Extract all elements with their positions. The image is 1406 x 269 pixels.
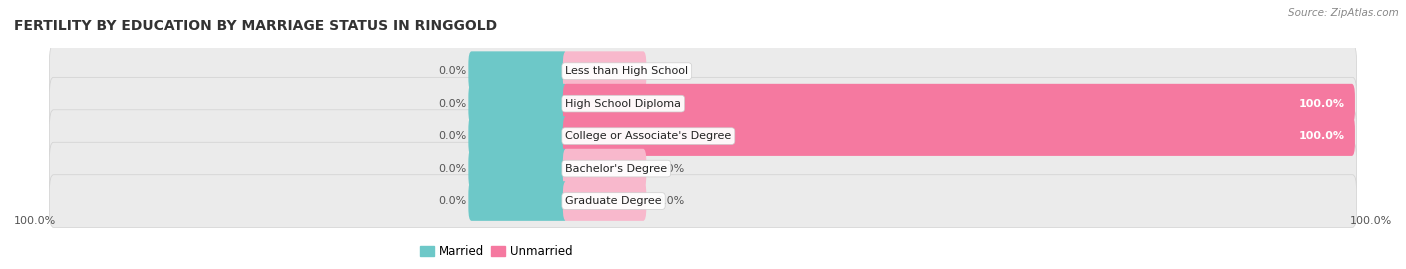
Text: 100.0%: 100.0% [1299,99,1344,109]
FancyBboxPatch shape [562,51,647,91]
Text: 100.0%: 100.0% [14,216,56,226]
FancyBboxPatch shape [49,110,1357,162]
Text: 100.0%: 100.0% [1299,131,1344,141]
Text: 0.0%: 0.0% [439,164,467,174]
Text: College or Associate's Degree: College or Associate's Degree [565,131,731,141]
Legend: Married, Unmarried: Married, Unmarried [415,240,578,262]
FancyBboxPatch shape [468,84,568,123]
FancyBboxPatch shape [49,45,1357,97]
Text: 0.0%: 0.0% [655,164,683,174]
FancyBboxPatch shape [562,116,1355,156]
Text: Bachelor's Degree: Bachelor's Degree [565,164,668,174]
FancyBboxPatch shape [49,175,1357,227]
Text: 0.0%: 0.0% [655,66,683,76]
Text: 0.0%: 0.0% [439,99,467,109]
FancyBboxPatch shape [468,116,568,156]
Text: 0.0%: 0.0% [655,196,683,206]
Text: 0.0%: 0.0% [439,66,467,76]
Text: 0.0%: 0.0% [439,131,467,141]
FancyBboxPatch shape [562,149,647,188]
FancyBboxPatch shape [562,84,1355,123]
FancyBboxPatch shape [468,149,568,188]
FancyBboxPatch shape [562,181,647,221]
FancyBboxPatch shape [468,51,568,91]
Text: Less than High School: Less than High School [565,66,689,76]
FancyBboxPatch shape [49,77,1357,130]
Text: 100.0%: 100.0% [1350,216,1392,226]
FancyBboxPatch shape [49,142,1357,195]
FancyBboxPatch shape [468,181,568,221]
Text: 0.0%: 0.0% [439,196,467,206]
Text: Source: ZipAtlas.com: Source: ZipAtlas.com [1288,8,1399,18]
Text: FERTILITY BY EDUCATION BY MARRIAGE STATUS IN RINGGOLD: FERTILITY BY EDUCATION BY MARRIAGE STATU… [14,19,498,33]
Text: Graduate Degree: Graduate Degree [565,196,662,206]
Text: High School Diploma: High School Diploma [565,99,682,109]
